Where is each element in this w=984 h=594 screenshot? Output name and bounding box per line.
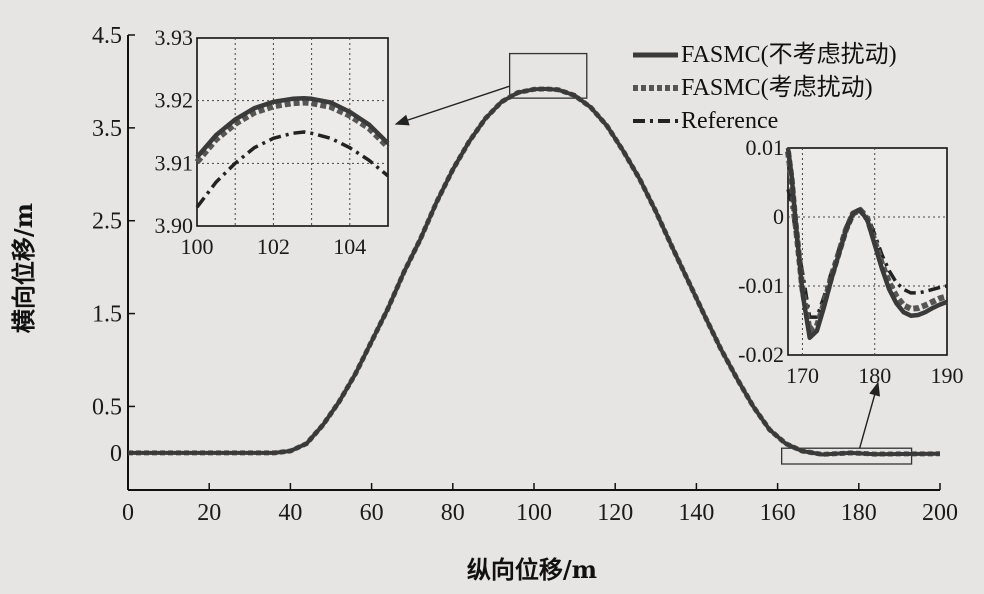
x-tick-label: 40 [278,500,302,526]
inset-x-tick-label: 190 [931,363,964,388]
inset-plot: 100 102 104 3.90 3.91 3.92 3.93 [155,25,391,259]
inset-x-tick-label: 180 [858,363,891,388]
main-plot: 0 20 40 60 80 100 120 140 160 180 200 0 0.5 1.5 2.5 3.5… [92,23,958,526]
y-tick-label: 4.5 [92,23,122,49]
inset-y-tick-label: 3.90 [155,213,194,238]
inset-plot: 170 180 190 0.01 0 -0.01 -0.02 [738,135,963,388]
inset-y-tick-label: -0.02 [738,342,784,367]
x-tick-label: 100 [516,500,552,526]
inset-y-tick-label: 3.93 [155,25,194,50]
inset-series-line [195,95,390,159]
zoom-region-box [508,52,588,99]
inset-frame [196,37,389,227]
series-line [128,86,941,457]
y-tick-label: 1.5 [92,302,122,328]
x-tick-label: 0 [122,500,134,526]
x-tick-label: 20 [197,500,221,526]
inset-x-tick-label: 100 [181,234,214,259]
legend-label: FASMC(考虑扰动) [681,74,873,101]
inset-y-tick-label: -0.01 [738,273,784,298]
inset-x-tick-label: 102 [257,234,290,259]
x-tick-label: 200 [922,500,958,526]
inset-x-tick-label: 104 [333,234,366,259]
x-tick-label: 140 [678,500,714,526]
y-axis-label: 横向位移/m [9,203,38,333]
zoom-region-box [781,447,913,465]
inset-y-tick-label: 3.92 [155,88,194,113]
x-tick-label: 180 [841,500,877,526]
inset-series-line [785,147,948,341]
zoom-arrow [394,85,510,126]
inset-series-line [194,99,391,165]
legend-label: Reference [681,108,778,134]
x-tick-label: 160 [760,500,796,526]
inset-frame [787,147,948,356]
y-tick-label: 0 [110,441,122,467]
x-tick-label: 120 [597,500,633,526]
inset-x-tick-label: 170 [786,363,819,388]
zoom-arrow [858,381,880,449]
legend-label: FASMC(不考虑扰动) [681,41,897,68]
y-tick-label: 0.5 [92,394,122,420]
inset-series-line [195,130,390,209]
x-tick-label: 60 [360,500,384,526]
y-tick-label: 2.5 [92,209,122,235]
inset-plots: 100 102 104 3.90 3.91 3.92 3.93 170 180 190 0.01 0 -… [155,25,964,449]
x-tick-label: 80 [441,500,465,526]
y-tick-label: 3.5 [92,116,122,142]
inset-y-tick-label: 0.01 [746,135,785,160]
inset-y-tick-label: 0 [773,204,784,229]
x-axis-label: 纵向位移/m [467,555,597,584]
legend: FASMC(不考虑扰动) FASMC(考虑扰动) Reference [633,41,897,134]
inset-y-tick-label: 3.91 [155,150,194,175]
